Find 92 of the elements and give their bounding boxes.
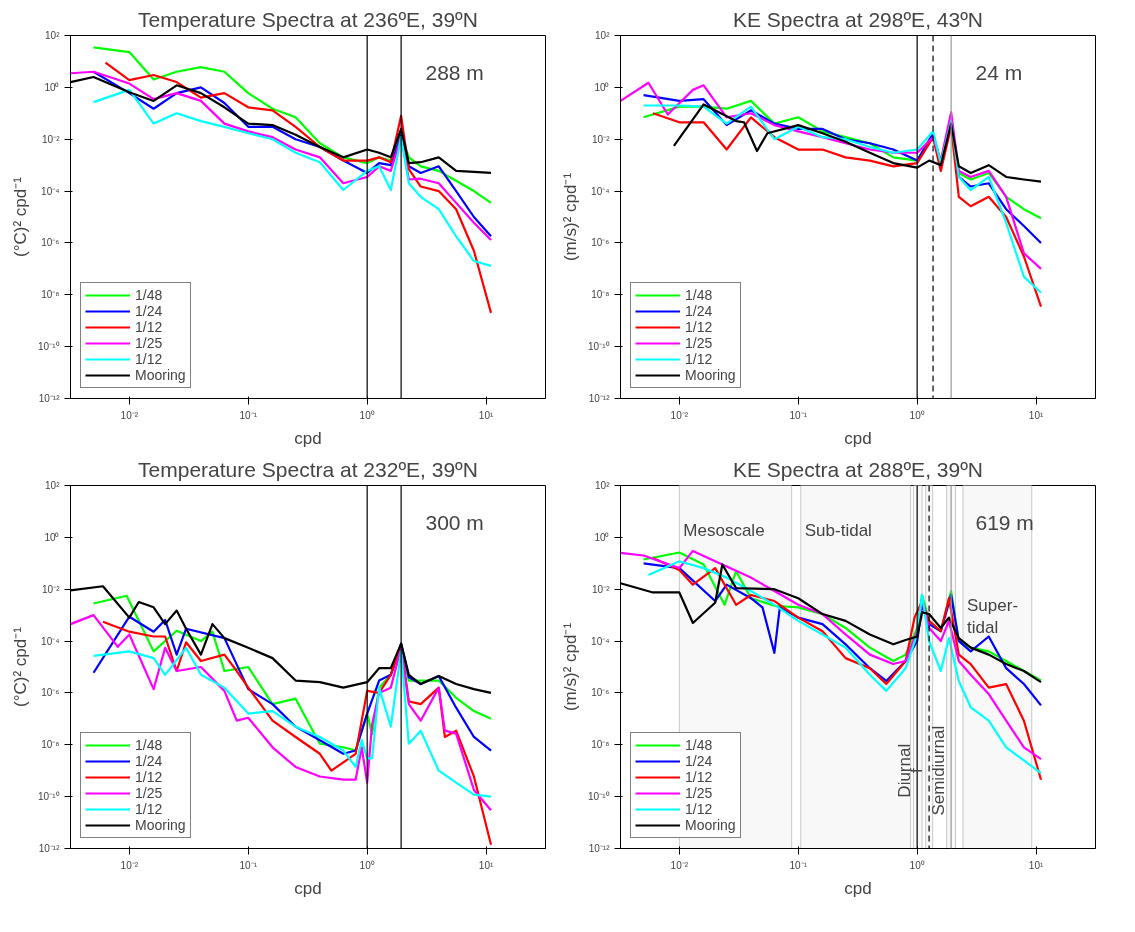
x-tick-label: 10⁰ [359,409,375,421]
y-tick-label: 10⁰ [44,81,60,93]
y-tick-label: 10⁻⁸ [591,739,610,751]
x-axis-title: cpd [844,878,872,898]
legend-label: 1/48 [685,737,713,753]
y-tick-label: 10⁻⁶ [41,687,60,699]
legend-label: 1/24 [135,303,163,319]
legend-label: 1/25 [135,785,163,801]
annotation: 288 m [425,60,484,84]
y-tick-label: 10⁻⁶ [591,237,610,249]
legend-label: 1/25 [685,785,713,801]
y-tick-label: 10⁻⁸ [41,289,60,301]
y-tick-label: 10⁻¹² [38,843,61,854]
legend-label: Mooring [685,817,736,833]
y-tick-label: 10⁻² [42,583,61,595]
y-tick-label: 10⁻⁶ [41,237,60,249]
band-label: Mesoscale [683,520,765,540]
y-axis-title: (°C)² cpd⁻¹ [11,176,31,257]
band-label: Sub-tidal [804,520,872,540]
x-tick-label: 10⁻² [120,409,139,421]
x-tick-label: 10⁻¹ [239,859,258,871]
y-axis-title: (m/s)² cpd⁻¹ [561,622,581,712]
x-tick-label: 10¹ [478,409,494,421]
legend-label: 1/12 [135,769,163,785]
y-tick-label: 10⁻¹² [38,393,61,404]
y-tick-label: 10² [45,480,61,491]
y-tick-label: 10⁻¹² [588,393,611,404]
y-axis-title: (°C)² cpd⁻¹ [11,626,31,707]
legend-label: 1/24 [685,753,713,769]
x-tick-label: 10¹ [1028,859,1044,871]
legend-label: 1/12 [135,351,163,367]
annotation: 300 m [425,510,484,534]
x-tick-label: 10⁻² [670,409,689,421]
chart-title: KE Spectra at 288ºE, 39ºN [733,457,983,481]
y-tick-label: 10⁻⁴ [41,635,60,647]
y-tick-label: 10⁻⁴ [591,185,610,197]
x-axis-title: cpd [294,428,322,448]
y-tick-label: 10⁻⁸ [41,739,60,751]
y-tick-label: 10⁻¹⁰ [38,791,60,803]
legend-label: 1/48 [135,737,163,753]
legend-label: 1/12 [685,801,713,817]
annotation: 24 m [975,60,1023,84]
annotation: 619 m [975,510,1034,534]
legend-label: 1/12 [135,319,163,335]
y-tick-label: 10² [595,30,611,41]
legend-label: 1/24 [685,303,713,319]
chart-title: Temperature Spectra at 236ºE, 39ºN [138,7,478,31]
y-tick-label: 10⁰ [594,81,610,93]
x-tick-label: 10⁰ [359,859,375,871]
y-tick-label: 10⁻² [592,133,611,145]
legend-label: 1/25 [685,335,713,351]
y-tick-label: 10⁻⁶ [591,687,610,699]
y-tick-label: 10⁻⁴ [591,635,610,647]
chart-title: KE Spectra at 298ºE, 43ºN [733,7,983,31]
x-tick-label: 10⁻² [120,859,139,871]
y-tick-label: 10⁰ [594,531,610,543]
x-tick-label: 10⁰ [909,859,925,871]
ref-line-label: Semidiurnal [929,725,949,816]
legend-label: 1/48 [135,287,163,303]
x-axis-title: cpd [844,428,872,448]
legend-label: Mooring [685,367,736,383]
band-label: Super-tidal [967,595,1019,638]
chart-title: Temperature Spectra at 232ºE, 39ºN [138,457,478,481]
legend-label: 1/24 [135,753,163,769]
legend-label: 1/12 [135,801,163,817]
legend-label: 1/48 [685,287,713,303]
x-tick-label: 10⁻² [670,859,689,871]
x-tick-label: 10⁻¹ [239,409,258,421]
y-tick-label: 10⁻¹² [588,843,611,854]
y-tick-label: 10⁻⁸ [591,289,610,301]
legend-label: Mooring [135,817,186,833]
x-tick-label: 10⁻¹ [789,409,808,421]
x-tick-label: 10⁰ [909,409,925,421]
y-tick-label: 10⁻² [42,133,61,145]
x-tick-label: 10⁻¹ [789,859,808,871]
legend-label: 1/25 [135,335,163,351]
y-tick-label: 10⁻¹⁰ [588,341,610,353]
y-tick-label: 10⁻⁴ [41,185,60,197]
x-tick-label: 10¹ [478,859,494,871]
y-tick-label: 10² [595,480,611,491]
legend-label: 1/12 [685,351,713,367]
y-axis-title: (m/s)² cpd⁻¹ [561,172,581,262]
legend-label: 1/12 [685,769,713,785]
legend-label: Mooring [135,367,186,383]
y-tick-label: 10⁻¹⁰ [588,791,610,803]
y-tick-label: 10² [45,30,61,41]
y-tick-label: 10⁰ [44,531,60,543]
y-tick-label: 10⁻¹⁰ [38,341,60,353]
y-tick-label: 10⁻² [592,583,611,595]
x-tick-label: 10¹ [1028,409,1044,421]
legend-label: 1/12 [685,319,713,335]
x-axis-title: cpd [294,878,322,898]
